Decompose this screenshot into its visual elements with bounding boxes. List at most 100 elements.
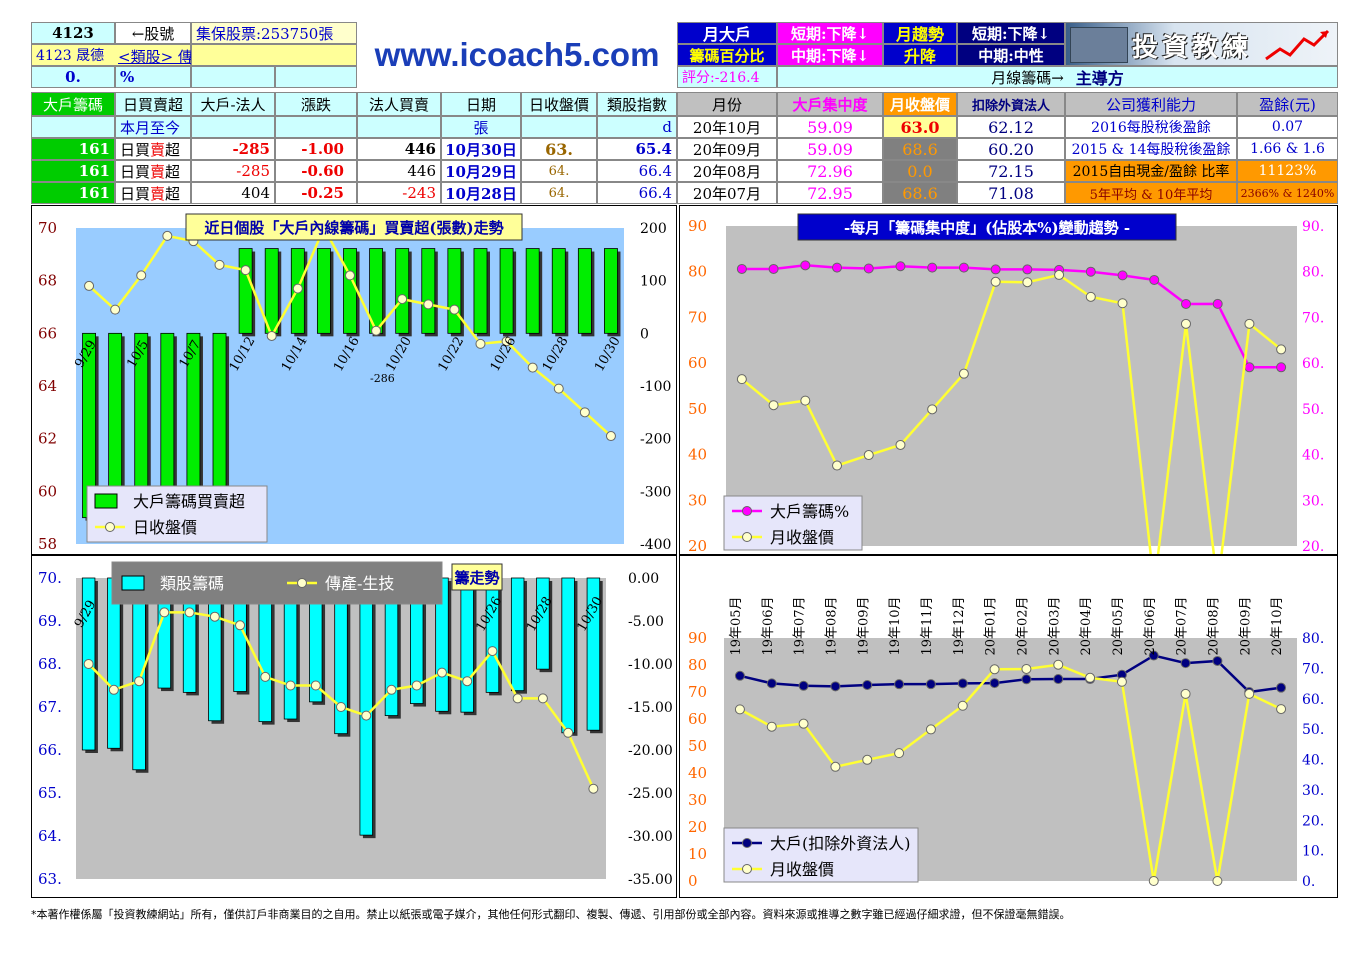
cell-earnings: 1.66 & 1.6 <box>1237 138 1338 160</box>
series-point <box>588 783 599 794</box>
empty-cell <box>191 66 275 88</box>
cell-concentration: 72.95 <box>777 182 883 204</box>
series-point <box>1148 876 1159 886</box>
unit-cell <box>357 116 441 138</box>
bar <box>586 577 601 731</box>
unit-cell <box>191 116 275 138</box>
series-point <box>371 325 382 336</box>
series-point <box>501 336 512 347</box>
y-left-tick-label: 20 <box>688 818 707 836</box>
series-point <box>553 383 564 394</box>
cell-daily-net: 日買賣超 <box>115 138 191 160</box>
series-point <box>285 680 296 691</box>
series-point <box>1244 362 1255 373</box>
series-point <box>798 680 809 691</box>
y-left-tick-label: 80 <box>688 263 707 281</box>
cell-date: 10月29日 <box>441 160 521 182</box>
chart-ex-foreign: 0 10 20 30 40 50 60 70 80 90 0. 10. 20. 30. 40. 50. 60. 7… <box>680 556 1337 897</box>
th-earnings: 盈餘(元) <box>1237 92 1338 116</box>
series-point <box>1212 298 1223 309</box>
series-point <box>736 374 747 385</box>
series-point <box>475 338 486 349</box>
th-inst-trade: 法人買賣 <box>357 92 441 116</box>
y-left-tick-label: 64 <box>38 377 57 395</box>
y-right-tick-label: 30. <box>1302 783 1324 799</box>
logo-arrow-icon <box>1265 29 1330 61</box>
series-point <box>1053 674 1064 685</box>
x-tick-label: 20年10月 <box>1270 596 1285 655</box>
y-right-tick-label: 10. <box>1302 844 1324 860</box>
y-left-tick-label: 10 <box>688 845 707 863</box>
cell-change: -0.25 <box>275 182 357 204</box>
x-tick-label: 19年12月 <box>952 596 967 655</box>
sector-label[interactable]: <類股> 傳產-生技 <box>118 48 243 66</box>
y-right-tick-label: -25.00 <box>628 786 673 802</box>
y-right-tick-label: 60. <box>1302 356 1324 372</box>
stock-code: 4123 <box>31 22 115 44</box>
series-point <box>925 679 936 690</box>
y-right-tick-label: 200 <box>640 221 667 237</box>
th-ex-foreign: 扣除外資法人 <box>957 92 1065 116</box>
short-term-trend: 短期:下降↓ <box>777 22 883 44</box>
mid-term-trend-2: 中期:中性 <box>957 44 1065 66</box>
y-left-tick-label: 90 <box>688 217 707 235</box>
y-left-tick-label: 40 <box>688 446 707 464</box>
bar <box>536 577 550 670</box>
y-left-tick-label: 58 <box>38 535 57 553</box>
series-point <box>436 667 447 678</box>
series-point <box>830 681 841 692</box>
cell-month-close: 0.0 <box>883 160 957 182</box>
series-point <box>1276 704 1287 715</box>
score: 評分:-216.4 <box>677 66 777 88</box>
cell-holder-chip: 161 <box>31 182 115 204</box>
x-tick-label: 20年08月 <box>1206 596 1221 655</box>
website-link[interactable]: www.icoach5.com <box>374 36 660 73</box>
series-point <box>1022 277 1033 288</box>
cell-daily-net: 日買賣超 <box>115 182 191 204</box>
x-tick-label: 20年09月 <box>1238 596 1253 655</box>
bar <box>525 248 540 334</box>
bar <box>577 248 592 334</box>
legend-box <box>111 561 443 605</box>
th-sector-index: 類股指數 <box>597 92 677 116</box>
cell-ex-foreign: 60.20 <box>957 138 1065 160</box>
series-point <box>957 700 968 711</box>
bar <box>238 248 253 334</box>
cell-sector-index: 66.4 <box>597 160 677 182</box>
th-change: 漲跌 <box>275 92 357 116</box>
series-point <box>345 270 355 281</box>
series-point <box>734 704 745 715</box>
x-tick-label: 19年10月 <box>888 596 903 655</box>
series-point <box>1276 682 1287 693</box>
legend-marker <box>742 506 752 516</box>
bar <box>264 248 279 334</box>
cell-change: -1.00 <box>275 138 357 160</box>
legend-label: 大戶籌碼買賣超 <box>133 492 245 511</box>
chart-panel-ex-foreign: 0 10 20 30 40 50 60 70 80 90 0. 10. 20. 30. 40. 50. 60. 7… <box>679 555 1338 898</box>
legend-label: 大戶(扣除外資法人) <box>770 834 911 853</box>
series-point <box>990 264 1001 275</box>
mid-term-trend: 中期:下降↓ <box>777 44 883 66</box>
series-point <box>310 680 321 691</box>
th-big-holder: 大戶籌碼 <box>31 92 115 116</box>
bar <box>561 577 575 734</box>
sell-char: 賣 <box>150 184 166 203</box>
bar <box>510 577 525 692</box>
cell-inst-trade: 446 <box>357 160 441 182</box>
x-tick-label: 19年05月 <box>729 596 744 655</box>
series-point <box>989 664 1000 675</box>
stock-name: 4123 晟德 <box>31 44 191 66</box>
series-point <box>1148 650 1159 661</box>
cell-ex-foreign: 71.08 <box>957 182 1065 204</box>
y-left-tick-label: 20 <box>688 537 707 555</box>
cell-holder-chip: 161 <box>31 160 115 182</box>
y-left-tick-label: 66 <box>38 324 57 342</box>
series-point <box>108 684 119 695</box>
series-point <box>214 259 225 270</box>
series-point <box>361 710 372 721</box>
series-point <box>512 693 523 704</box>
legend-label: 類股籌碼 <box>160 574 224 593</box>
cell-sector-index: 65.4 <box>597 138 677 160</box>
footer-disclaimer: *本著作權係屬「投資教練網站」所有，僅供訂戶非商業目的之自用。禁止以紙張或電子媒… <box>31 908 1071 921</box>
cell-profit-label: 2015 & 14每股稅後盈餘 <box>1065 138 1237 160</box>
